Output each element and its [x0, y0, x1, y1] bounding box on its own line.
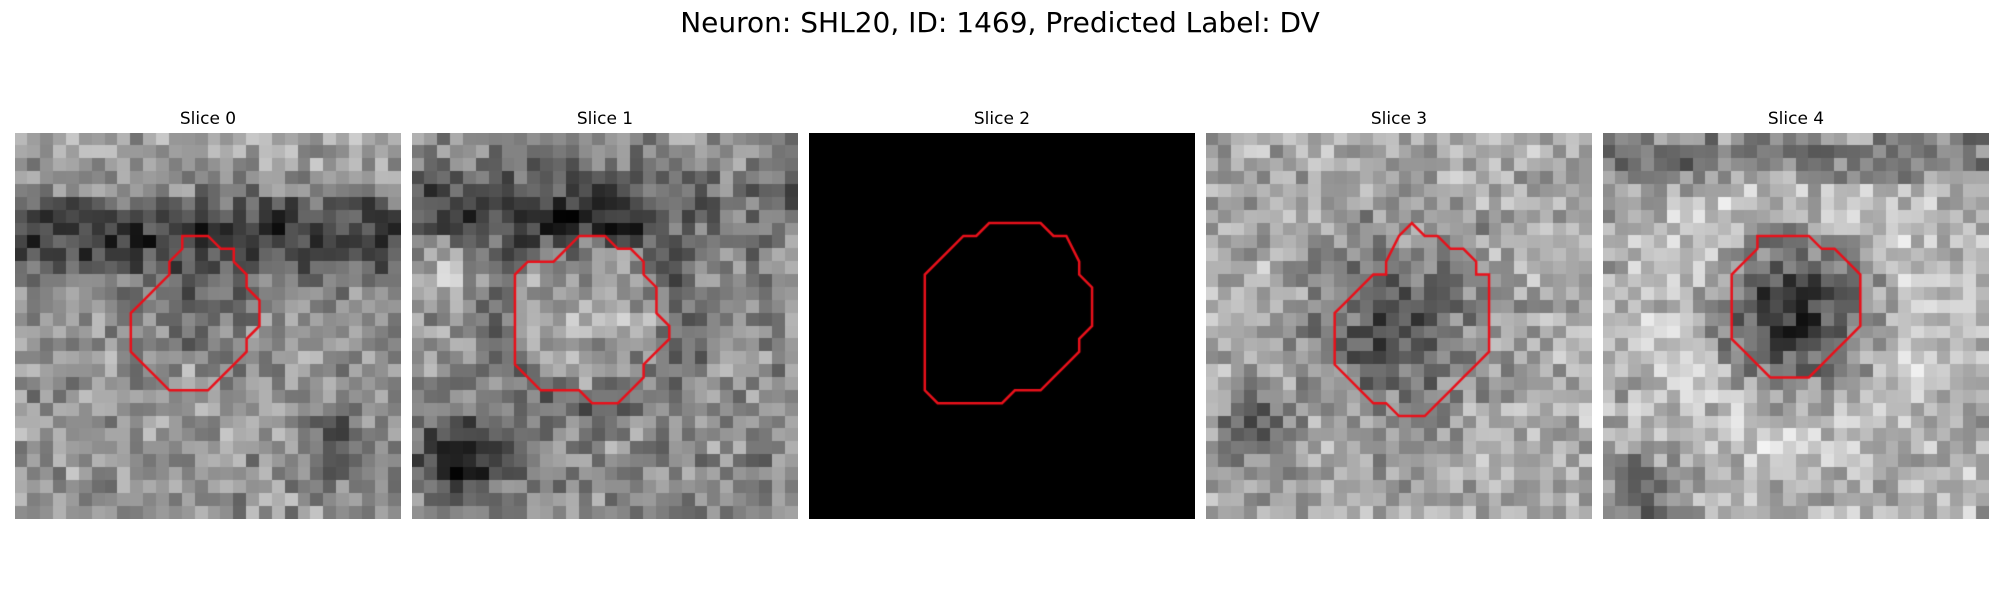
slice-image-1	[412, 133, 798, 519]
slice-title-4: Slice 4	[1767, 109, 1825, 129]
slice-title-2: Slice 2	[973, 109, 1031, 129]
slice-panel-4: Slice 4	[1603, 108, 1989, 519]
slice-image-2	[809, 133, 1195, 519]
slice-image-4	[1603, 133, 1989, 519]
slice-title-1: Slice 1	[576, 109, 634, 129]
slice-panel-0: Slice 0	[15, 108, 401, 519]
slice-panel-1: Slice 1	[412, 108, 798, 519]
slice-panel-3: Slice 3	[1206, 108, 1592, 519]
slice-image-3	[1206, 133, 1592, 519]
slice-title-0: Slice 0	[179, 109, 237, 129]
slice-image-0	[15, 133, 401, 519]
figure-title: Neuron: SHL20, ID: 1469, Predicted Label…	[680, 6, 1320, 39]
slice-title-3: Slice 3	[1370, 109, 1428, 129]
slice-panel-2: Slice 2	[809, 108, 1195, 519]
